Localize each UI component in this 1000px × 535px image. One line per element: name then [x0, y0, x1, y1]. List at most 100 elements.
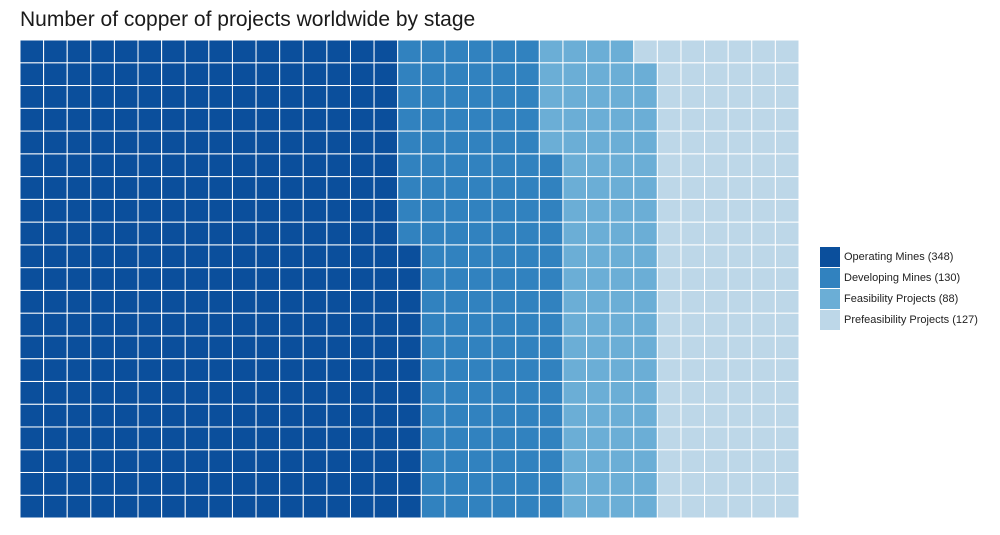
- waffle-cell-operating-mines: [349, 267, 375, 291]
- waffle-cell-operating-mines: [326, 107, 351, 132]
- waffle-cell-operating-mines: [397, 471, 422, 496]
- waffle-cell-developing-mines: [444, 176, 470, 200]
- waffle-cell-prefeasibility-projects: [680, 358, 706, 382]
- legend-item-prefeasibility-projects: Prefeasibility Projects (127): [820, 309, 978, 330]
- waffle-cell-feasibility-projects: [633, 403, 658, 428]
- waffle-cell-developing-mines: [444, 358, 470, 382]
- waffle-cell-operating-mines: [19, 380, 45, 405]
- waffle-cell-developing-mines: [491, 244, 517, 269]
- waffle-cell-developing-mines: [491, 176, 517, 200]
- waffle-cell-operating-mines: [113, 221, 139, 246]
- waffle-cell-prefeasibility-projects: [774, 130, 800, 155]
- waffle-cell-prefeasibility-projects: [727, 312, 753, 337]
- waffle-cell-developing-mines: [420, 403, 446, 428]
- waffle-cell-operating-mines: [66, 198, 92, 223]
- waffle-cell-operating-mines: [208, 39, 233, 64]
- waffle-cell-developing-mines: [538, 267, 564, 291]
- waffle-cell-operating-mines: [208, 312, 233, 337]
- waffle-cell-operating-mines: [373, 335, 399, 360]
- waffle-cell-prefeasibility-projects: [656, 198, 682, 223]
- waffle-cell-feasibility-projects: [538, 85, 564, 109]
- waffle-cell-operating-mines: [43, 221, 68, 246]
- waffle-cell-prefeasibility-projects: [680, 198, 706, 223]
- waffle-cell-prefeasibility-projects: [774, 312, 800, 337]
- waffle-cell-operating-mines: [161, 380, 186, 405]
- waffle-cell-operating-mines: [231, 335, 257, 360]
- waffle-cell-operating-mines: [208, 130, 233, 155]
- waffle-cell-operating-mines: [137, 494, 163, 519]
- legend-swatch-prefeasibility-projects: [820, 309, 840, 330]
- waffle-cell-operating-mines: [113, 312, 139, 337]
- waffle-cell-developing-mines: [491, 267, 517, 291]
- waffle-cell-prefeasibility-projects: [727, 289, 753, 314]
- waffle-cell-operating-mines: [231, 403, 257, 428]
- waffle-cell-operating-mines: [184, 153, 210, 178]
- waffle-cell-operating-mines: [231, 244, 257, 269]
- waffle-cell-operating-mines: [66, 471, 92, 496]
- waffle-cell-operating-mines: [349, 289, 375, 314]
- waffle-cell-prefeasibility-projects: [751, 335, 776, 360]
- waffle-cell-prefeasibility-projects: [680, 107, 706, 132]
- waffle-cell-operating-mines: [255, 244, 281, 269]
- waffle-cell-prefeasibility-projects: [680, 39, 706, 64]
- waffle-cell-operating-mines: [19, 107, 45, 132]
- waffle-cell-developing-mines: [444, 289, 470, 314]
- waffle-cell-feasibility-projects: [586, 107, 611, 132]
- waffle-cell-developing-mines: [420, 107, 446, 132]
- waffle-cell-operating-mines: [66, 494, 92, 519]
- waffle-cell-operating-mines: [208, 107, 233, 132]
- waffle-cell-operating-mines: [208, 267, 233, 291]
- waffle-cell-prefeasibility-projects: [680, 267, 706, 291]
- waffle-cell-feasibility-projects: [538, 39, 564, 64]
- waffle-cell-developing-mines: [515, 403, 540, 428]
- waffle-cell-feasibility-projects: [609, 471, 635, 496]
- waffle-cell-operating-mines: [208, 289, 233, 314]
- waffle-cell-feasibility-projects: [609, 267, 635, 291]
- waffle-cell-developing-mines: [468, 221, 493, 246]
- waffle-cell-operating-mines: [231, 85, 257, 109]
- waffle-cell-feasibility-projects: [586, 471, 611, 496]
- waffle-cell-operating-mines: [43, 289, 68, 314]
- waffle-cell-operating-mines: [90, 85, 115, 109]
- waffle-cell-prefeasibility-projects: [680, 244, 706, 269]
- waffle-cell-operating-mines: [302, 335, 328, 360]
- waffle-cell-feasibility-projects: [609, 221, 635, 246]
- waffle-cell-feasibility-projects: [586, 153, 611, 178]
- waffle-cell-operating-mines: [373, 244, 399, 269]
- waffle-cell-operating-mines: [373, 267, 399, 291]
- waffle-cell-developing-mines: [491, 312, 517, 337]
- waffle-cell-operating-mines: [137, 380, 163, 405]
- waffle-cell-developing-mines: [444, 39, 470, 64]
- waffle-cell-operating-mines: [161, 130, 186, 155]
- waffle-cell-feasibility-projects: [609, 494, 635, 519]
- legend-swatch-developing-mines: [820, 267, 840, 288]
- waffle-cell-feasibility-projects: [562, 335, 588, 360]
- waffle-cell-feasibility-projects: [586, 85, 611, 109]
- waffle-cell-operating-mines: [231, 107, 257, 132]
- waffle-cell-operating-mines: [349, 494, 375, 519]
- waffle-cell-operating-mines: [66, 312, 92, 337]
- waffle-cell-operating-mines: [66, 244, 92, 269]
- waffle-cell-operating-mines: [279, 380, 304, 405]
- waffle-cell-operating-mines: [326, 380, 351, 405]
- waffle-cell-developing-mines: [397, 221, 422, 246]
- waffle-cell-feasibility-projects: [609, 176, 635, 200]
- waffle-cell-operating-mines: [90, 107, 115, 132]
- waffle-cell-developing-mines: [444, 107, 470, 132]
- waffle-cell-developing-mines: [468, 130, 493, 155]
- waffle-cell-operating-mines: [66, 107, 92, 132]
- waffle-cell-developing-mines: [444, 403, 470, 428]
- waffle-cell-operating-mines: [302, 267, 328, 291]
- waffle-cell-operating-mines: [90, 403, 115, 428]
- waffle-cell-prefeasibility-projects: [751, 39, 776, 64]
- waffle-cell-operating-mines: [19, 221, 45, 246]
- waffle-cell-developing-mines: [444, 85, 470, 109]
- waffle-cell-developing-mines: [515, 335, 540, 360]
- legend: Operating Mines (348) Developing Mines (…: [820, 246, 978, 330]
- waffle-cell-developing-mines: [468, 426, 493, 451]
- waffle-cell-developing-mines: [538, 358, 564, 382]
- waffle-cell-prefeasibility-projects: [774, 449, 800, 473]
- waffle-cell-operating-mines: [90, 130, 115, 155]
- waffle-cell-developing-mines: [468, 380, 493, 405]
- waffle-cell-prefeasibility-projects: [656, 426, 682, 451]
